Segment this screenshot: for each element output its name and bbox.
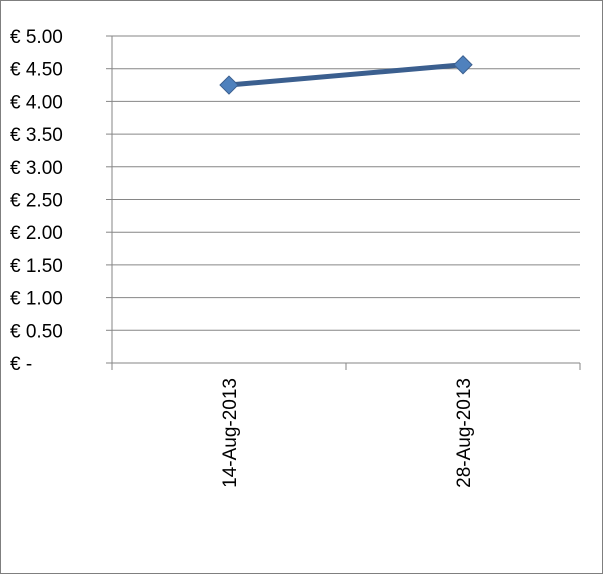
y-axis-tick-labels: € 5.00 € 4.50 € 4.00 € 3.50 € 3.00 € 2.50 € 2.… bbox=[10, 27, 63, 375]
y-tick-label: € 4.50 bbox=[10, 60, 63, 81]
x-axis-tick-labels: 14-Aug-2013 28-Aug-2013 bbox=[220, 378, 475, 488]
y-tick-label: € 2.50 bbox=[10, 191, 63, 212]
y-tick-label: € 2.00 bbox=[10, 223, 63, 244]
x-tick-label: 28-Aug-2013 bbox=[454, 378, 475, 488]
y-tick-label: € 3.50 bbox=[10, 125, 63, 146]
gridlines bbox=[112, 35, 580, 331]
y-tick-label: € 5.00 bbox=[10, 27, 63, 48]
y-tick-label: € 0.50 bbox=[10, 321, 63, 342]
y-tick-label: € 3.00 bbox=[10, 158, 63, 179]
series-line bbox=[228, 62, 464, 88]
y-tick-label: € 1.00 bbox=[10, 289, 63, 310]
y-tick-label: € 1.50 bbox=[10, 256, 63, 277]
series-layer bbox=[219, 55, 473, 95]
y-tick-label: € 4.00 bbox=[10, 92, 63, 113]
axes bbox=[106, 35, 581, 370]
data-point-marker bbox=[219, 75, 239, 95]
y-tick-label: € - bbox=[10, 354, 32, 375]
x-tick-label: 14-Aug-2013 bbox=[220, 378, 241, 488]
data-point-marker bbox=[453, 55, 473, 75]
